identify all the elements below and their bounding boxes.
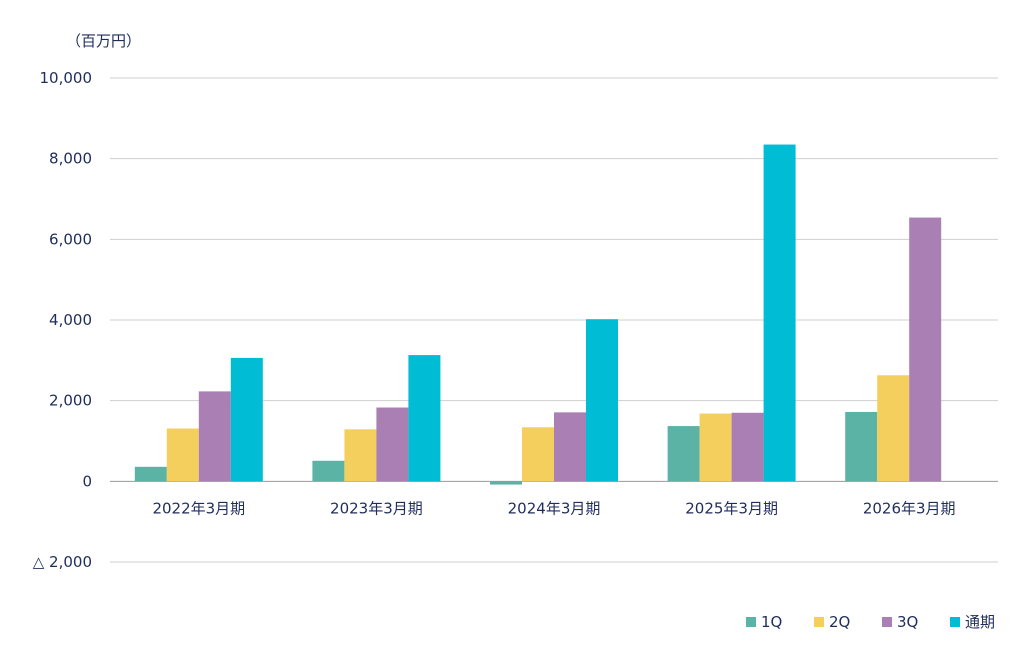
- bar-2Q-4: [877, 375, 910, 482]
- y-tick-label-3: 4,000: [49, 311, 92, 329]
- bar-3Q-3: [731, 412, 764, 482]
- y-tick-label-1: 8,000: [49, 150, 92, 168]
- y-tick-label-2: 6,000: [49, 230, 92, 248]
- x-tick-label-4: 2026年3月期: [863, 499, 956, 517]
- legend-label-2: 3Q: [897, 613, 918, 631]
- bar-1Q-1: [312, 460, 345, 482]
- legend: 1Q 2Q 3Q 通期: [746, 613, 995, 631]
- legend-label-0: 1Q: [761, 613, 782, 631]
- bar-通期-3: [763, 144, 796, 482]
- bar-2Q-3: [699, 413, 732, 482]
- legend-swatch-1: [814, 617, 824, 627]
- bar-通期-0: [230, 357, 263, 482]
- bar-1Q-2: [490, 481, 522, 485]
- legend-swatch-3: [950, 617, 960, 627]
- bar-通期-2: [586, 319, 618, 482]
- bar-3Q-2: [554, 412, 586, 482]
- y-tick-label-5: 0: [82, 472, 92, 490]
- bar-2Q-0: [166, 428, 199, 482]
- y-axis-ticks: 10,000 8,000 6,000 4,000 2,000 0 △ 2,000: [33, 69, 92, 571]
- legend-label-1: 2Q: [829, 613, 850, 631]
- x-tick-label-2: 2024年3月期: [508, 499, 601, 517]
- bars: [134, 144, 942, 485]
- x-axis-ticks: 2022年3月期 2023年3月期 2024年3月期 2025年3月期 2026年3月期: [152, 499, 955, 517]
- y-tick-label-4: 2,000: [49, 392, 92, 410]
- unit-label: （百万円）: [66, 32, 141, 50]
- bar-1Q-3: [667, 426, 700, 482]
- legend-swatch-2: [882, 617, 892, 627]
- bar-1Q-0: [134, 466, 167, 482]
- legend-swatch-0: [746, 617, 756, 627]
- x-tick-label-3: 2025年3月期: [685, 499, 778, 517]
- y-tick-label-0: 10,000: [40, 69, 93, 87]
- bar-通期-1: [408, 355, 441, 482]
- bar-2Q-2: [522, 427, 554, 482]
- bar-3Q-1: [376, 407, 409, 482]
- x-tick-label-0: 2022年3月期: [152, 499, 245, 517]
- gridlines: [110, 77, 998, 563]
- legend-label-3: 通期: [965, 613, 995, 631]
- bar-3Q-0: [198, 391, 231, 482]
- bar-3Q-4: [909, 217, 942, 482]
- bar-1Q-4: [845, 411, 878, 482]
- y-tick-label-6: △ 2,000: [33, 553, 92, 571]
- x-tick-label-1: 2023年3月期: [330, 499, 423, 517]
- bar-2Q-1: [344, 429, 377, 482]
